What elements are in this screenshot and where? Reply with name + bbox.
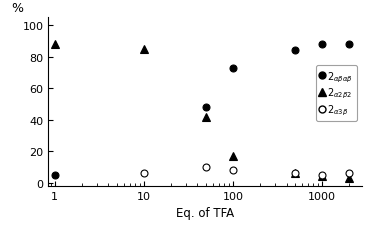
Text: %: % [11,2,23,15]
X-axis label: Eq. of TFA: Eq. of TFA [176,207,234,220]
Legend: 2$_{\alpha\beta\alpha\beta}$, 2$_{\alpha2\beta2}$, 2$_{\alpha3\beta}$: 2$_{\alpha\beta\alpha\beta}$, 2$_{\alpha… [316,66,357,121]
